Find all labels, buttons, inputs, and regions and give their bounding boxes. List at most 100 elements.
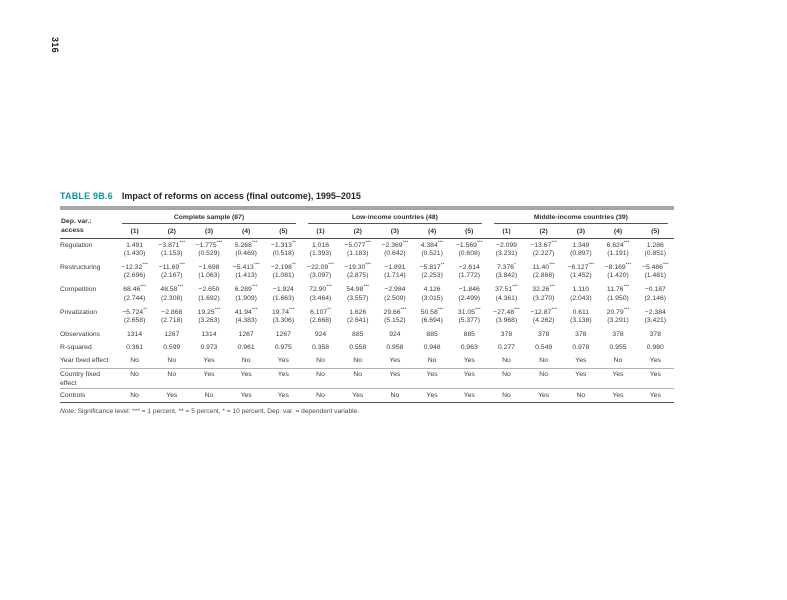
column-number: (5) — [450, 225, 488, 239]
cell-value: −1.569*** — [455, 240, 483, 249]
cell-value: −1.891 — [384, 263, 406, 271]
cell-value: −1.846 — [458, 286, 480, 294]
table-row: Country fixed effect No No Yes Yes Yes No No Yes… — [60, 367, 674, 389]
cell-se: (1.430) — [123, 249, 146, 257]
cell-value: −5.486*** — [641, 262, 669, 271]
table-note: Note: Significance level: *** = 1 percen… — [60, 408, 674, 415]
row-label: Regulation — [60, 241, 93, 249]
cell-se: (5.152) — [384, 317, 406, 325]
cell-se: (3.015) — [421, 294, 443, 302]
cell-value: 0.948 — [423, 344, 441, 352]
cell-se: (1.393) — [309, 249, 332, 257]
cell-se: (2.499) — [458, 294, 481, 302]
row-label-empty — [60, 295, 116, 307]
cell-value: −1.313** — [270, 240, 296, 249]
cell-value: Yes — [525, 388, 563, 404]
column-number: (1) — [116, 225, 154, 239]
cell-value: −2.650 — [198, 286, 220, 294]
cell-value: No — [353, 357, 363, 365]
cell-value: 1314 — [127, 331, 143, 339]
cell-value: No — [525, 367, 563, 389]
cell-se: (6.694) — [421, 317, 443, 325]
row-label: Competition — [60, 286, 97, 294]
cell-value: 0.961 — [237, 344, 255, 352]
column-number: (2) — [153, 225, 191, 239]
column-number: (4) — [413, 225, 451, 239]
column-number: (4) — [227, 225, 265, 239]
cell-value: Yes — [190, 367, 228, 389]
cell-se: (2.658) — [123, 317, 146, 325]
cell-value: Yes — [389, 357, 401, 365]
cell-value: No — [487, 388, 526, 404]
table-body: Regulation 1.491 −3.871*** −1.775*** 5.268**… — [60, 239, 674, 404]
cell-se: (3.306) — [272, 317, 295, 325]
cell-value: No — [539, 357, 548, 365]
cell-se: (0.608) — [458, 249, 481, 257]
cell-value: 50.58*** — [420, 307, 444, 316]
cell-value: 0.963 — [460, 344, 478, 352]
cell-value: −8.169*** — [604, 262, 632, 271]
cell-value: 378 — [612, 331, 624, 339]
column-number: (3) — [190, 225, 228, 239]
cell-value: −1.775*** — [195, 240, 223, 249]
cell-value: 0.599 — [163, 344, 181, 352]
cell-value: 0.361 — [126, 344, 144, 352]
cell-value: −5.817** — [419, 262, 445, 271]
cell-value: 68.46*** — [123, 285, 146, 294]
table-caption: Impact of reforms on access (final outco… — [121, 191, 361, 201]
row-label-empty — [60, 272, 116, 284]
cell-value: No — [116, 367, 154, 389]
cell-value: 1267 — [238, 331, 254, 339]
cell-value: 0.558 — [349, 344, 367, 352]
table-row: R-squared 0.361 0.599 0.973 0.961 0.975 0.358 0… — [60, 342, 674, 355]
cell-value: −2.198** — [270, 262, 296, 271]
cell-value: 1.626 — [349, 308, 367, 316]
group-header: Low-income countries (48) — [302, 210, 488, 226]
cell-value: 885 — [463, 331, 475, 339]
column-number: (5) — [636, 225, 674, 239]
table-head: Dep. var.: access Complete sample (87) Low-… — [60, 209, 674, 239]
row-label-empty — [60, 317, 116, 329]
cell-value: Yes — [339, 388, 377, 404]
cell-value: 6.107** — [310, 307, 331, 316]
cell-se: (3.464) — [309, 294, 332, 302]
cell-value: 29.66*** — [383, 307, 407, 316]
cell-value: No — [339, 367, 377, 389]
cell-se: (2.875) — [346, 272, 369, 280]
row-label: Privatization — [60, 308, 98, 316]
cell-se: (3.291) — [607, 317, 629, 325]
cell-value: Yes — [599, 367, 637, 389]
group-header: Middle-income countries (39) — [488, 210, 674, 226]
cell-se: (2.668) — [309, 317, 332, 325]
cell-value: −22.09*** — [307, 262, 334, 271]
cell-value: −5.077*** — [344, 240, 372, 249]
cell-value: 0.277 — [497, 344, 515, 352]
cell-value: 924 — [389, 331, 401, 339]
cell-value: −1.698 — [198, 263, 220, 271]
cell-se: (2.868) — [532, 272, 555, 280]
cell-se: (1.909) — [235, 294, 257, 302]
cell-se: (2.308) — [161, 294, 183, 302]
cell-value: Yes — [649, 357, 661, 365]
column-number: (2) — [525, 225, 563, 239]
cell-value: 378 — [575, 331, 587, 339]
cell-value: −1.924 — [272, 286, 294, 294]
column-number: (1) — [487, 225, 526, 239]
cell-value: 11.40*** — [532, 262, 555, 271]
cell-value: −12.87*** — [530, 307, 557, 316]
cell-value: No — [301, 367, 340, 389]
cell-value: No — [427, 357, 437, 365]
cell-value: 37.51*** — [495, 285, 518, 294]
cell-value: 378 — [649, 331, 661, 339]
cell-value: No — [562, 388, 600, 404]
cell-value: 6.624*** — [606, 240, 630, 249]
cell-se: (2.718) — [161, 317, 183, 325]
column-number: (4) — [599, 225, 637, 239]
table-row-se: (2.744) (2.308) (1.692) (1.909) (1.663) (3.46… — [60, 295, 674, 307]
cell-value: Yes — [264, 388, 302, 404]
cell-value: −27.48*** — [493, 307, 520, 316]
cell-value: No — [130, 357, 139, 365]
cell-value: No — [487, 367, 526, 389]
cell-value: −6.127*** — [567, 262, 595, 271]
cell-value: 1.286 — [646, 241, 664, 249]
